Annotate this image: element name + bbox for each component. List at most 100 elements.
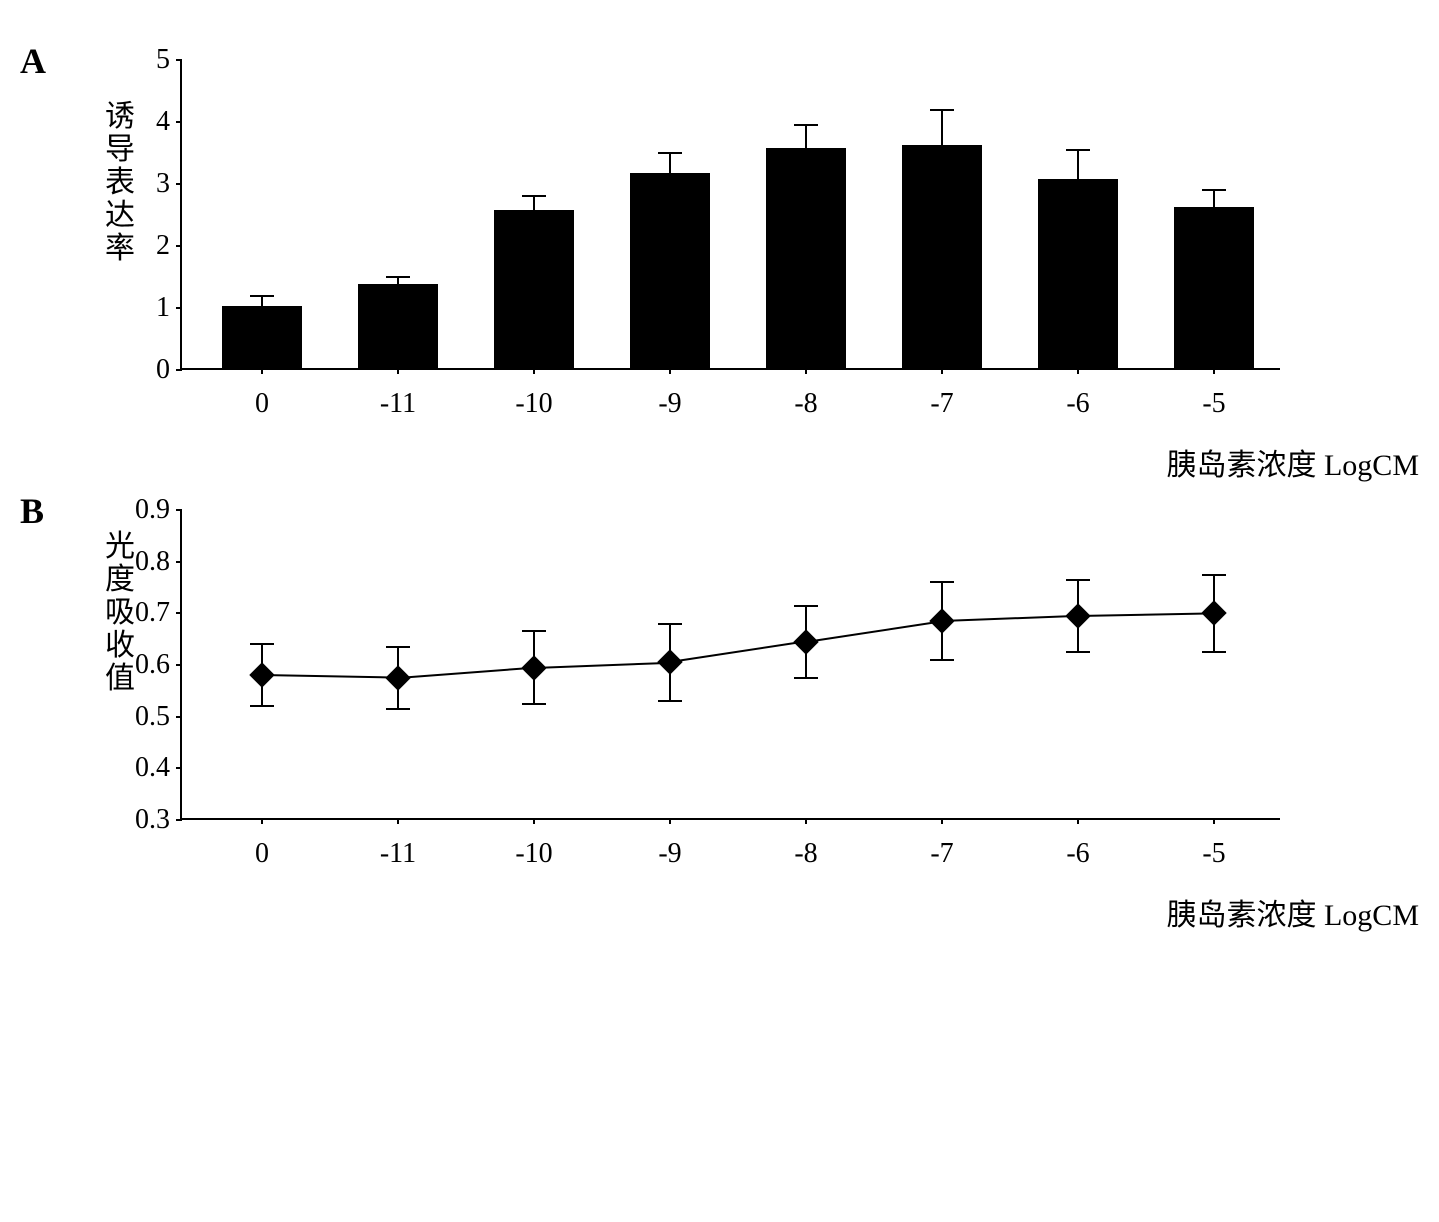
- bar-chart-wrap: 诱导表达率 0123450-11-10-9-8-7-6-5 胰岛素浓度 LogC…: [180, 60, 1419, 370]
- line-segment: [534, 661, 670, 668]
- line-segment: [398, 667, 534, 679]
- xtick-label: -10: [515, 838, 552, 870]
- error-bar: [1077, 150, 1079, 181]
- xtick: [397, 818, 399, 824]
- xtick: [533, 368, 535, 374]
- error-cap: [250, 705, 274, 707]
- error-cap: [386, 276, 410, 278]
- xtick: [805, 368, 807, 374]
- data-marker: [249, 663, 274, 688]
- bar: [222, 306, 302, 368]
- ytick: [176, 767, 182, 769]
- data-marker: [793, 629, 818, 654]
- ytick: [176, 612, 182, 614]
- error-cap: [522, 630, 546, 632]
- bar: [494, 210, 574, 368]
- data-marker: [385, 665, 410, 690]
- error-cap: [930, 109, 954, 111]
- line-chart-xlabel: 胰岛素浓度 LogCM: [1166, 890, 1419, 934]
- error-cap: [1066, 149, 1090, 151]
- ytick: [176, 716, 182, 718]
- xtick-label: -11: [380, 838, 416, 870]
- bar-chart-xlabel: 胰岛素浓度 LogCM: [1166, 440, 1419, 484]
- error-cap: [930, 659, 954, 661]
- ytick: [176, 183, 182, 185]
- ytick: [176, 369, 182, 371]
- xtick: [1213, 368, 1215, 374]
- ytick-label: 0.4: [135, 752, 170, 784]
- error-cap: [794, 605, 818, 607]
- error-cap: [1202, 574, 1226, 576]
- bar: [902, 145, 982, 368]
- error-bar: [261, 296, 263, 308]
- xtick: [669, 818, 671, 824]
- line-segment: [262, 674, 398, 679]
- xtick-label: -8: [794, 838, 817, 870]
- error-cap: [794, 124, 818, 126]
- error-cap: [522, 703, 546, 705]
- xtick-label: -5: [1202, 388, 1225, 420]
- xtick: [397, 368, 399, 374]
- xtick-label: -10: [515, 388, 552, 420]
- xtick: [1213, 818, 1215, 824]
- error-cap: [386, 708, 410, 710]
- data-marker: [657, 650, 682, 675]
- error-cap: [658, 700, 682, 702]
- line-chart-wrap: 光度吸收值 0.30.40.50.60.70.80.90-11-10-9-8-7…: [180, 510, 1419, 820]
- ytick: [176, 819, 182, 821]
- ytick-label: 2: [156, 230, 170, 262]
- line-chart-plot: 0.30.40.50.60.70.80.90-11-10-9-8-7-6-5: [180, 510, 1280, 820]
- xtick-label: -8: [794, 388, 817, 420]
- error-cap: [250, 643, 274, 645]
- bar: [1038, 179, 1118, 368]
- error-cap: [1066, 651, 1090, 653]
- panel-b: B 光度吸收值 0.30.40.50.60.70.80.90-11-10-9-8…: [20, 510, 1419, 820]
- ytick-label: 3: [156, 168, 170, 200]
- ytick-label: 0.6: [135, 649, 170, 681]
- line-segment: [806, 620, 942, 643]
- xtick: [669, 368, 671, 374]
- panel-b-label: B: [20, 490, 44, 532]
- bar: [766, 148, 846, 368]
- error-cap: [522, 195, 546, 197]
- xtick: [941, 818, 943, 824]
- line-segment: [1078, 612, 1214, 617]
- error-cap: [658, 152, 682, 154]
- data-marker: [521, 655, 546, 680]
- error-bar: [805, 125, 807, 150]
- xtick-label: 0: [255, 388, 269, 420]
- ytick: [176, 664, 182, 666]
- error-cap: [1202, 651, 1226, 653]
- ytick: [176, 307, 182, 309]
- line-chart-ylabel: 光度吸收值: [100, 530, 140, 695]
- xtick: [261, 818, 263, 824]
- xtick-label: -6: [1066, 388, 1089, 420]
- xtick-label: -9: [658, 388, 681, 420]
- xtick: [1077, 368, 1079, 374]
- xtick: [805, 818, 807, 824]
- ytick-label: 0: [156, 354, 170, 386]
- ytick-label: 1: [156, 292, 170, 324]
- data-marker: [929, 608, 954, 633]
- ytick: [176, 245, 182, 247]
- ytick-label: 0.3: [135, 804, 170, 836]
- bar-chart-plot: 0123450-11-10-9-8-7-6-5: [180, 60, 1280, 370]
- error-cap: [794, 677, 818, 679]
- error-cap: [930, 581, 954, 583]
- ytick-label: 0.8: [135, 546, 170, 578]
- xtick: [941, 368, 943, 374]
- error-cap: [1066, 579, 1090, 581]
- error-bar: [669, 153, 671, 175]
- ytick-label: 5: [156, 44, 170, 76]
- xtick-label: -9: [658, 838, 681, 870]
- panel-a: A 诱导表达率 0123450-11-10-9-8-7-6-5 胰岛素浓度 Lo…: [20, 60, 1419, 370]
- bar: [630, 173, 710, 368]
- xtick: [533, 818, 535, 824]
- error-cap: [386, 646, 410, 648]
- xtick-label: -7: [930, 838, 953, 870]
- error-bar: [1213, 190, 1215, 209]
- xtick: [261, 368, 263, 374]
- xtick-label: 0: [255, 838, 269, 870]
- data-marker: [1201, 601, 1226, 626]
- ytick: [176, 509, 182, 511]
